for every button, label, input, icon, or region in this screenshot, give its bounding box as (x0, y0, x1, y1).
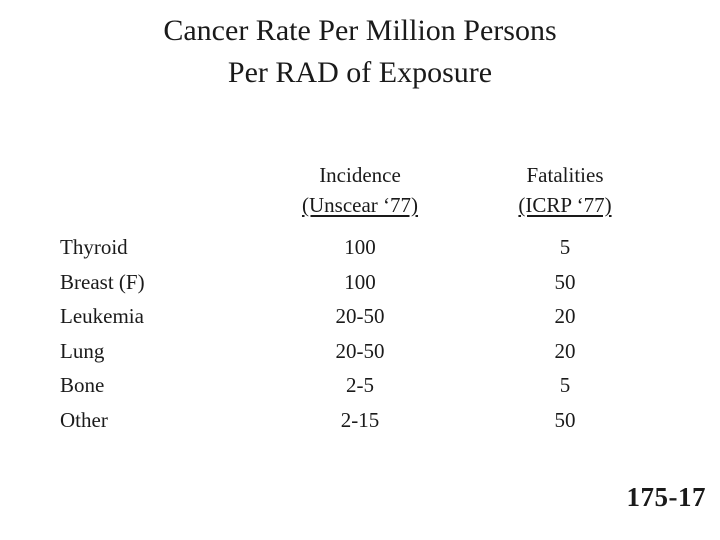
cancer-rate-table: Incidence Fatalities (Unscear ‘77) (ICRP… (60, 160, 650, 437)
table-row-lung: Lung 20-50 20 (60, 334, 650, 369)
fatalities-source-text: (ICRP ‘77) (518, 193, 612, 217)
incidence-value: 20-50 (335, 338, 385, 363)
slide-page-number: 175-17 (626, 482, 706, 512)
row-label: Breast (F) (60, 269, 145, 294)
row-label: Bone (60, 373, 105, 397)
row-label: Leukemia (60, 304, 144, 328)
table-row-breast: Breast (F) 100 50 (60, 265, 650, 300)
fatalities-column-source: (ICRP ‘77) (480, 190, 650, 220)
table-header-row: Incidence Fatalities (60, 160, 650, 190)
fatalities-value: 50 (554, 269, 576, 294)
header-empty-cell (60, 160, 240, 190)
row-label: Lung (60, 338, 105, 363)
incidence-column-source: (Unscear ‘77) (240, 190, 480, 220)
incidence-value: 2-15 (340, 407, 380, 432)
slide-title-line1: Cancer Rate Per Million Persons (163, 14, 557, 47)
slide-title: Cancer Rate Per Million Persons Per RAD … (0, 10, 720, 94)
table-subheader-row: (Unscear ‘77) (ICRP ‘77) (60, 190, 650, 220)
header-gap (60, 220, 650, 230)
incidence-value: 100 (344, 269, 376, 294)
row-label: Thyroid (60, 235, 128, 259)
fatalities-column-header: Fatalities (526, 163, 604, 187)
fatalities-value: 20 (554, 338, 576, 363)
incidence-value: 2-5 (346, 373, 374, 397)
fatalities-value: 50 (554, 407, 576, 432)
incidence-value: 100 (344, 235, 376, 259)
table-row-bone: Bone 2-5 5 (60, 368, 650, 403)
incidence-column-header: Incidence (319, 163, 401, 187)
row-label: Other (60, 407, 108, 432)
incidence-source-text: (Unscear ‘77) (301, 193, 419, 217)
subheader-empty-cell (60, 190, 240, 220)
fatalities-value: 20 (554, 304, 576, 328)
table-row-leukemia: Leukemia 20-50 20 (60, 299, 650, 334)
table-row-thyroid: Thyroid 100 5 (60, 230, 650, 265)
slide-title-line2: Per RAD of Exposure (227, 56, 493, 89)
fatalities-value: 5 (559, 235, 571, 259)
table-row-other: Other 2-15 50 (60, 403, 650, 438)
fatalities-value: 5 (559, 373, 571, 397)
incidence-value: 20-50 (335, 304, 385, 328)
